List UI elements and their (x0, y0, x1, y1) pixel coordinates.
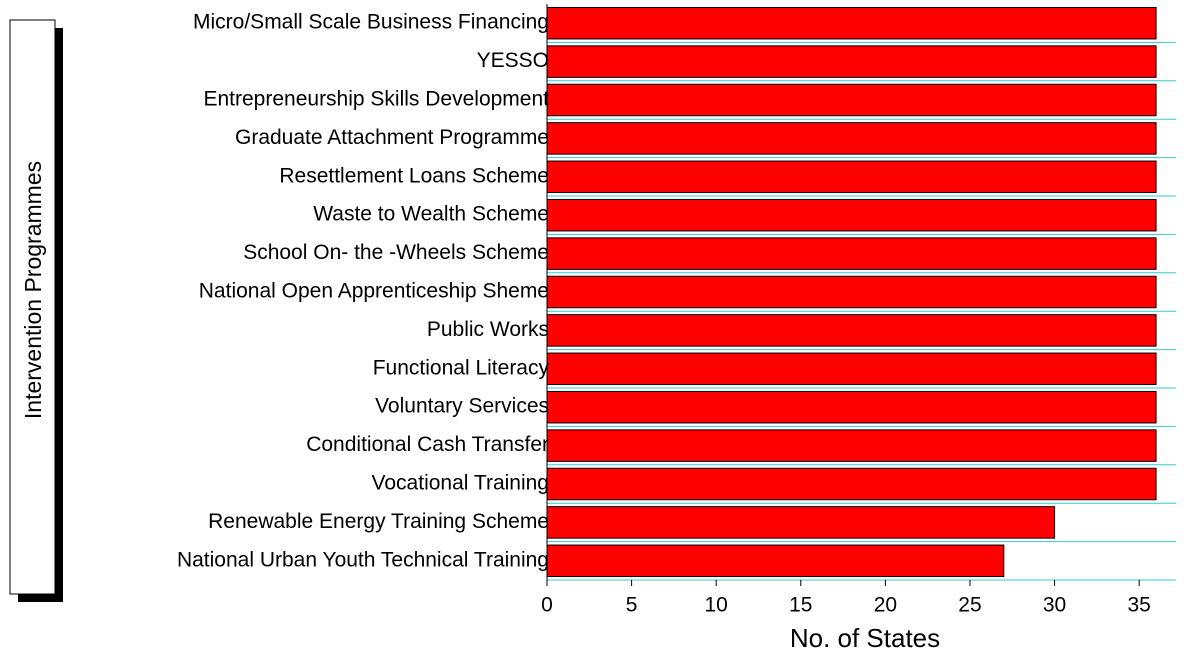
y-tick-label: Waste to Wealth Scheme (313, 203, 549, 226)
bar (546, 160, 1157, 194)
bar (546, 83, 1157, 117)
bar (546, 122, 1157, 155)
y-tick-label: Resettlement Loans Scheme (279, 164, 549, 187)
bar (546, 429, 1157, 462)
y-tick-label: Micro/Small Scale Business Financing (193, 11, 549, 34)
label-box (9, 19, 56, 595)
x-tick-label: 10 (705, 594, 728, 617)
y-tick-label: Functional Literacy (373, 356, 550, 379)
x-tick-label: 20 (874, 594, 897, 617)
bar (546, 390, 1157, 424)
y-axis-label: Intervention Programmes (20, 161, 46, 419)
y-tick-label: Entrepreneurship Skills Development (203, 88, 549, 111)
bar (546, 544, 1005, 578)
y-tick-label: School On- the -Wheels Scheme (243, 241, 549, 264)
x-tick-label: 15 (789, 594, 812, 617)
y-tick-label: National Open Apprenticeship Sheme (199, 280, 549, 303)
bar (546, 352, 1157, 386)
x-tick-label: 5 (626, 594, 638, 617)
x-axis-label: No. of States (790, 623, 940, 653)
bar (546, 6, 1157, 40)
y-tick-label: Graduate Attachment Programme (235, 126, 549, 149)
x-tick-label: 25 (958, 594, 981, 617)
x-tick-label: 30 (1043, 594, 1066, 617)
y-tick-label: National Urban Youth Technical Training (177, 548, 549, 571)
x-tick-label: 35 (1127, 594, 1150, 617)
bar (546, 198, 1157, 232)
bar (546, 237, 1157, 270)
y-tick-label: YESSO (477, 49, 549, 72)
bar (546, 275, 1157, 309)
y-tick-label: Voluntary Services (375, 395, 549, 418)
bar (546, 45, 1157, 78)
y-tick-label: Renewable Energy Training Scheme (208, 510, 549, 533)
y-tick-label: Public Works (427, 318, 549, 341)
y-tick-label: Conditional Cash Transfer (306, 433, 549, 456)
bar (546, 506, 1056, 539)
bar (546, 467, 1157, 501)
x-tick-label: 0 (541, 594, 553, 617)
y-tick-label: Vocational Training (372, 472, 549, 495)
bar (546, 314, 1157, 347)
